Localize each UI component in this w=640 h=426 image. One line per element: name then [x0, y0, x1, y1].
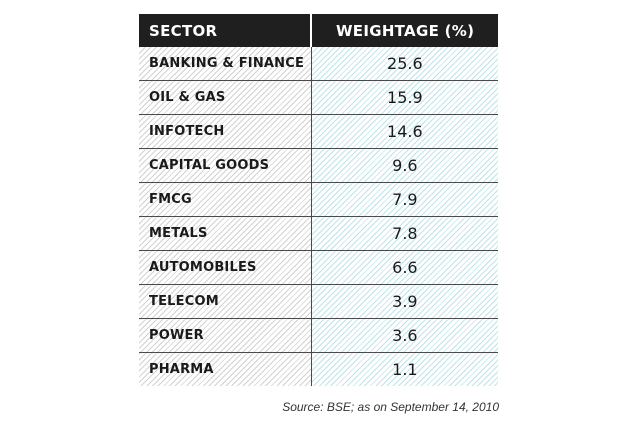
source-note: Source: BSE; as on September 14, 2010: [282, 400, 499, 414]
table-row: TELECOM 3.9: [139, 284, 498, 319]
table-header-row: SECTOR WEIGHTAGE (%): [139, 14, 498, 47]
sector-cell: INFOTECH: [139, 114, 312, 149]
table-row: BANKING & FINANCE 25.6: [139, 47, 498, 81]
weightage-cell: 15.9: [311, 80, 498, 115]
weightage-cell: 9.6: [311, 148, 498, 183]
sector-weightage-table: SECTOR WEIGHTAGE (%) BANKING & FINANCE 25…: [139, 14, 498, 386]
column-header-weightage: WEIGHTAGE (%): [335, 21, 475, 40]
weightage-cell: 14.6: [311, 114, 498, 149]
sector-cell: CAPITAL GOODS: [139, 148, 312, 183]
table-row: PHARMA 1.1: [139, 352, 498, 386]
weightage-cell: 6.6: [311, 250, 498, 285]
table-row: FMCG 7.9: [139, 182, 498, 217]
sector-cell: AUTOMOBILES: [139, 250, 312, 285]
weightage-cell: 7.9: [311, 182, 498, 217]
table-row: POWER 3.6: [139, 318, 498, 353]
table-row: AUTOMOBILES 6.6: [139, 250, 498, 285]
weightage-cell: 3.6: [311, 318, 498, 353]
table-row: METALS 7.8: [139, 216, 498, 251]
table-body: BANKING & FINANCE 25.6 OIL & GAS 15.9 INFOTE…: [139, 47, 498, 386]
sector-cell: TELECOM: [139, 284, 312, 319]
sector-cell: PHARMA: [139, 352, 312, 386]
sector-cell: FMCG: [139, 182, 312, 217]
sector-cell: METALS: [139, 216, 312, 251]
sector-cell: BANKING & FINANCE: [139, 47, 312, 81]
weightage-cell: 3.9: [311, 284, 498, 319]
weightage-cell: 7.8: [311, 216, 498, 251]
column-header-sector: SECTOR: [139, 14, 313, 47]
weightage-cell: 1.1: [311, 352, 498, 386]
sector-cell: OIL & GAS: [139, 80, 312, 115]
table-row: OIL & GAS 15.9: [139, 80, 498, 115]
weightage-cell: 25.6: [311, 47, 498, 81]
table-row: INFOTECH 14.6: [139, 114, 498, 149]
sector-cell: POWER: [139, 318, 312, 353]
table-row: CAPITAL GOODS 9.6: [139, 148, 498, 183]
